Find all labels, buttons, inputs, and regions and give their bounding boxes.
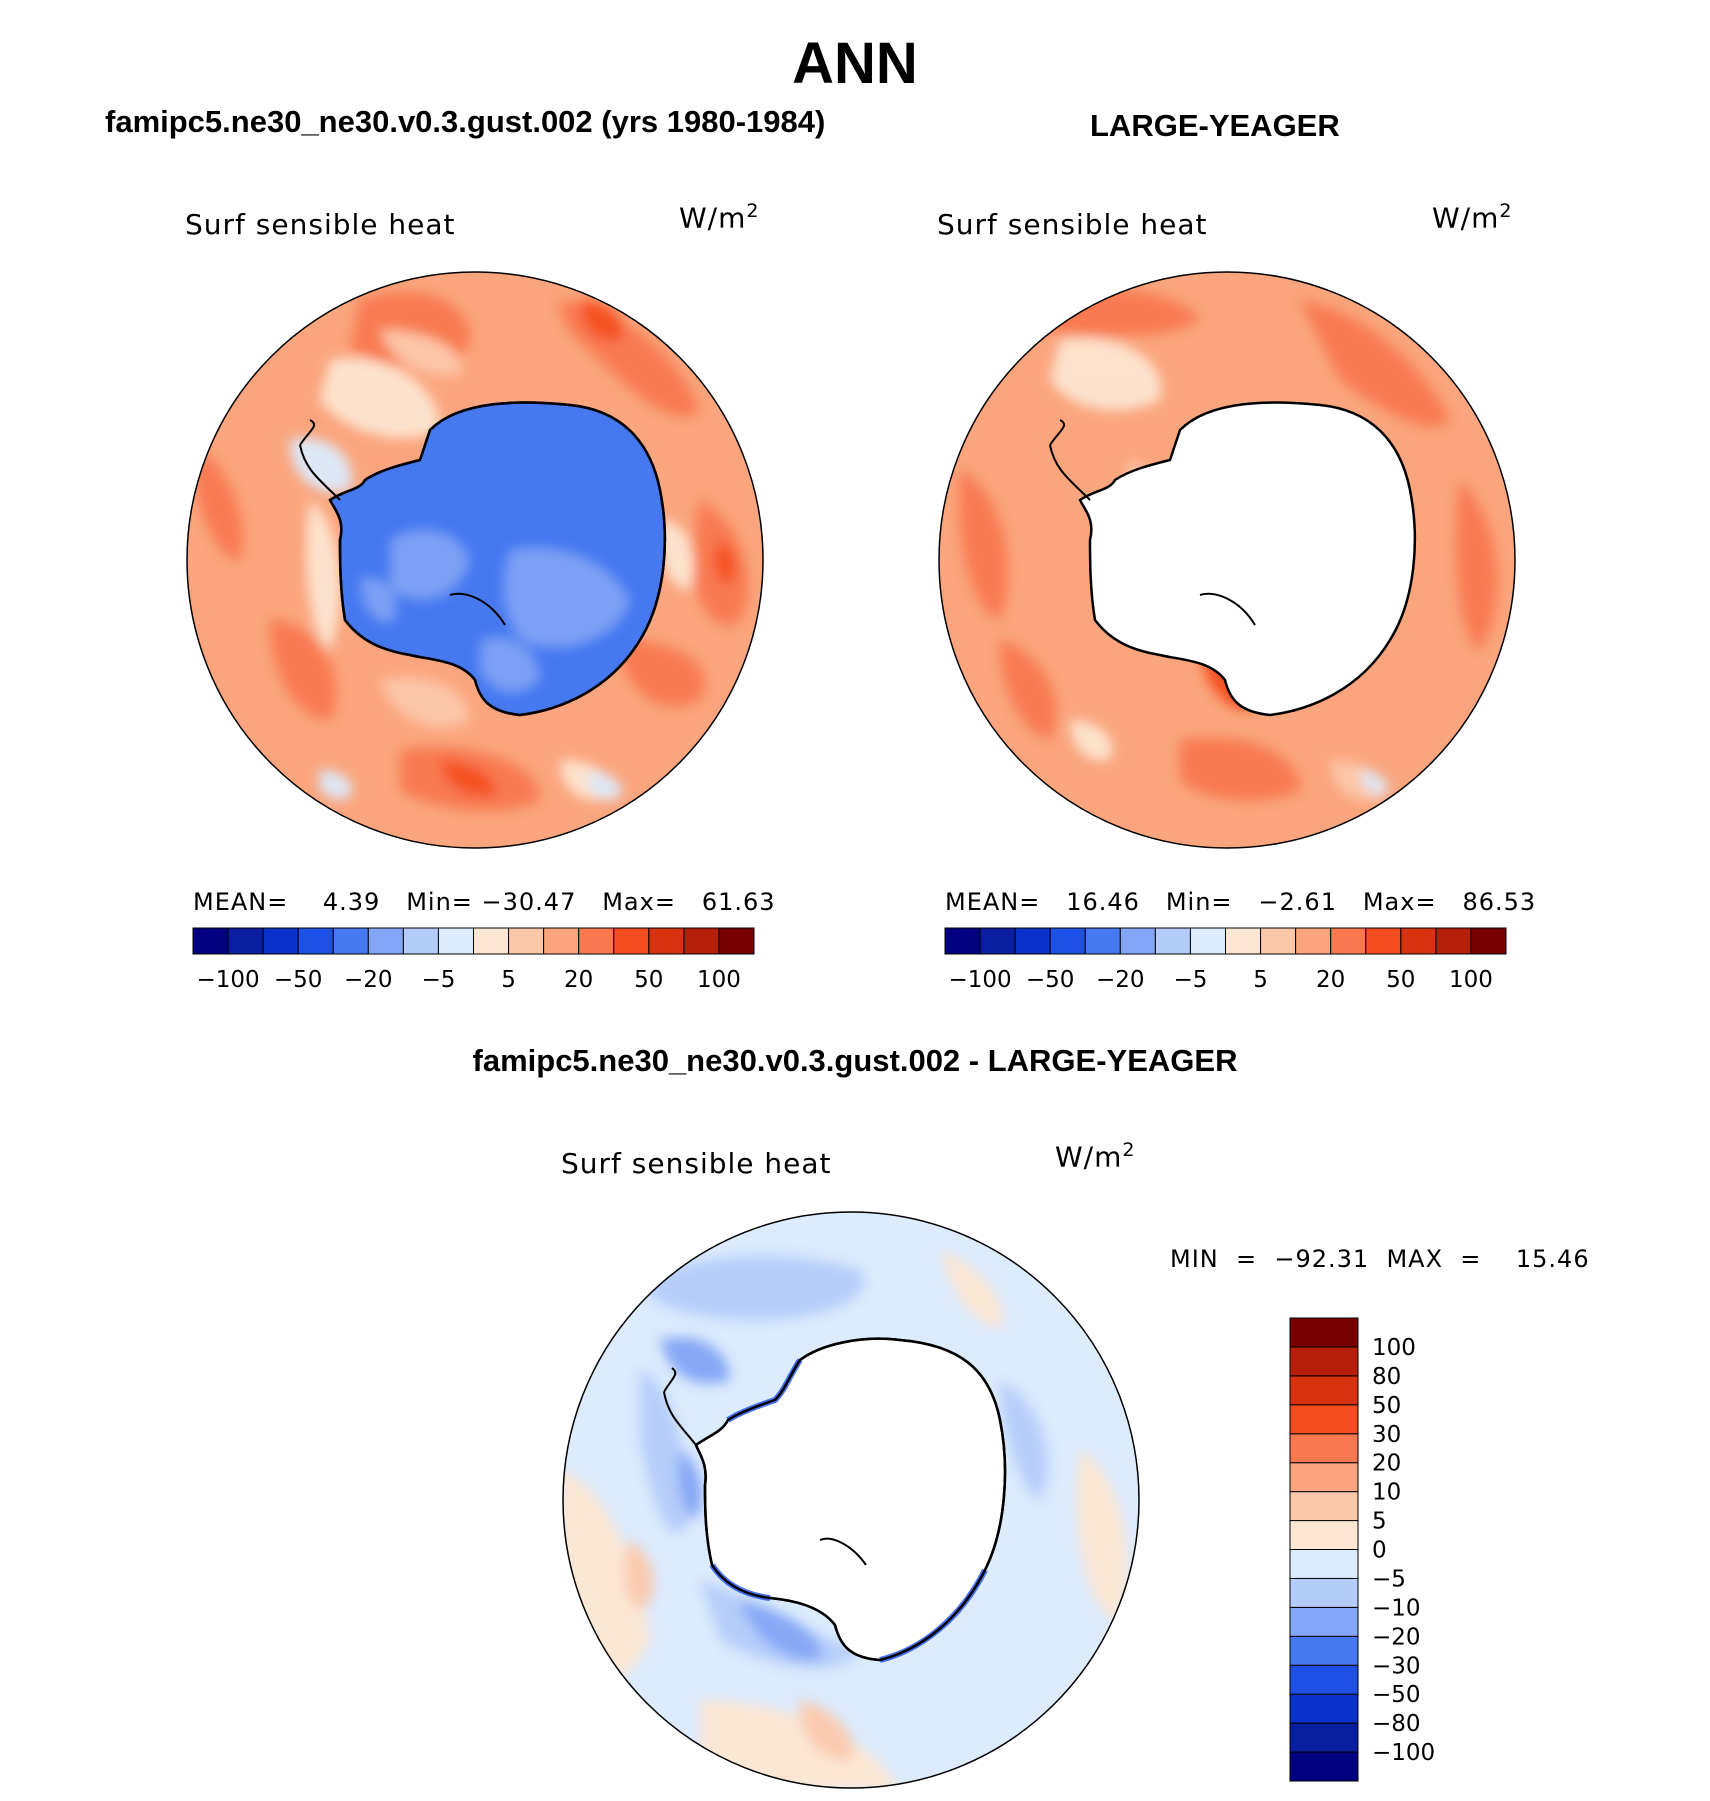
difference-variable-label: Surf sensible heat: [561, 1147, 832, 1180]
right-colorbar-swatch: [1189, 927, 1226, 955]
right-colorbar-swatch: [1260, 927, 1297, 955]
right-colorbar-tick-label: 5: [1253, 967, 1268, 993]
right-colorbar-tick-label: 100: [1449, 967, 1493, 993]
left-variable-label: Surf sensible heat: [185, 208, 456, 241]
left-colorbar-swatch: [437, 927, 474, 955]
difference-colorbar-tick-label: −100: [1372, 1740, 1435, 1766]
right-polar-map: [938, 271, 1516, 849]
difference-colorbar-tick-label: 50: [1372, 1393, 1401, 1419]
left-colorbar-swatch: [718, 927, 755, 955]
difference-colorbar-tick-label: 5: [1372, 1509, 1387, 1535]
left-units-label: W/m2: [679, 200, 760, 235]
right-colorbar-swatch: [1470, 927, 1507, 955]
difference-colorbar-swatch: [1289, 1751, 1359, 1782]
difference-colorbar-swatch: [1289, 1462, 1359, 1493]
right-colorbar-swatch: [1330, 927, 1367, 955]
difference-units-label: W/m2: [1055, 1139, 1136, 1174]
difference-colorbar-tick-label: −80: [1372, 1711, 1421, 1737]
left-colorbar-swatch: [613, 927, 650, 955]
right-colorbar-swatch: [1154, 927, 1191, 955]
right-panel-title: LARGE-YEAGER: [1090, 108, 1340, 143]
left-colorbar-tick-label: −20: [344, 967, 393, 993]
right-colorbar-swatch: [979, 927, 1016, 955]
difference-colorbar-swatch: [1289, 1577, 1359, 1608]
right-colorbar-swatch: [1049, 927, 1086, 955]
left-colorbar-swatch: [262, 927, 299, 955]
left-colorbar-swatch: [473, 927, 510, 955]
left-colorbar-swatch: [508, 927, 545, 955]
difference-colorbar-swatch: [1289, 1520, 1359, 1550]
right-colorbar-swatch: [1119, 927, 1156, 955]
difference-colorbar-tick-label: 100: [1372, 1335, 1416, 1361]
right-colorbar-tick-label: −100: [948, 967, 1011, 993]
difference-colorbar-swatch: [1289, 1491, 1359, 1522]
difference-stats-line: MIN = −92.31 MAX = 15.46: [1170, 1245, 1590, 1273]
right-units-label: W/m2: [1432, 200, 1513, 235]
difference-colorbar-swatch: [1289, 1317, 1359, 1348]
difference-colorbar-tick-label: 20: [1372, 1451, 1401, 1477]
left-colorbar-swatch: [227, 927, 264, 955]
difference-colorbar-swatch: [1289, 1722, 1359, 1753]
difference-colorbar-tick-label: −50: [1372, 1682, 1421, 1708]
difference-colorbar-tick-label: 30: [1372, 1422, 1401, 1448]
left-colorbar-tick-label: −100: [196, 967, 259, 993]
right-colorbar-tick-label: −5: [1173, 967, 1207, 993]
difference-colorbar-tick-label: −5: [1372, 1566, 1406, 1592]
difference-colorbar-swatch: [1289, 1346, 1359, 1377]
right-colorbar-tick-label: 20: [1316, 967, 1345, 993]
left-colorbar: −100 −50 −20 −5 5 20 50 100: [192, 927, 755, 993]
main-title: ANN: [792, 31, 918, 96]
left-colorbar-swatch: [332, 927, 369, 955]
left-polar-map: [186, 271, 764, 849]
left-colorbar-tick-label: 100: [697, 967, 741, 993]
right-colorbar-swatch: [944, 927, 981, 955]
right-colorbar-swatch: [1295, 927, 1332, 955]
left-colorbar-swatch: [402, 927, 439, 955]
right-colorbar-tick-label: 50: [1386, 967, 1415, 993]
difference-colorbar-swatch: [1289, 1606, 1359, 1637]
left-colorbar-tick-label: −5: [421, 967, 455, 993]
left-stats-line: MEAN= 4.39 Min= −30.47 Max= 61.63: [193, 888, 776, 916]
left-colorbar-tick-label: 20: [564, 967, 593, 993]
difference-colorbar-swatch: [1289, 1433, 1359, 1464]
left-colorbar-tick-label: 50: [634, 967, 663, 993]
left-colorbar-swatch: [578, 927, 615, 955]
left-panel-title: famipc5.ne30_ne30.v0.3.gust.002 (yrs 198…: [105, 104, 826, 139]
difference-colorbar-swatch: [1289, 1549, 1359, 1579]
right-stats-line: MEAN= 16.46 Min= −2.61 Max= 86.53: [945, 888, 1537, 916]
right-colorbar-tick-label: −50: [1026, 967, 1075, 993]
left-colorbar-tick-label: 5: [501, 967, 516, 993]
difference-colorbar-tick-label: 10: [1372, 1480, 1401, 1506]
left-colorbar-swatch: [297, 927, 334, 955]
left-colorbar-swatch: [367, 927, 404, 955]
difference-colorbar-tick-label: −20: [1372, 1624, 1421, 1650]
right-colorbar-swatch: [1225, 927, 1262, 955]
difference-colorbar-tick-label: 0: [1372, 1538, 1387, 1564]
left-colorbar-swatch: [648, 927, 685, 955]
difference-colorbar-tick-label: −30: [1372, 1653, 1421, 1679]
difference-colorbar-tick-label: 80: [1372, 1364, 1401, 1390]
difference-colorbar-swatch: [1289, 1664, 1359, 1695]
difference-polar-map: [562, 1211, 1140, 1789]
difference-panel-title: famipc5.ne30_ne30.v0.3.gust.002 - LARGE-…: [472, 1043, 1238, 1078]
right-colorbar-swatch: [1435, 927, 1472, 955]
difference-colorbar-swatch: [1289, 1693, 1359, 1724]
right-colorbar-swatch: [1084, 927, 1121, 955]
right-colorbar-tick-label: −20: [1096, 967, 1145, 993]
left-colorbar-swatch: [683, 927, 720, 955]
right-colorbar: −100 −50 −20 −5 5 20 50 100: [944, 927, 1507, 993]
difference-colorbar-tick-label: −10: [1372, 1595, 1421, 1621]
right-variable-label: Surf sensible heat: [937, 208, 1208, 241]
right-colorbar-swatch: [1365, 927, 1402, 955]
difference-colorbar-swatch: [1289, 1404, 1359, 1435]
left-colorbar-swatch: [543, 927, 580, 955]
right-colorbar-swatch: [1400, 927, 1437, 955]
left-colorbar-swatch: [192, 927, 229, 955]
right-colorbar-swatch: [1014, 927, 1051, 955]
left-colorbar-tick-label: −50: [274, 967, 323, 993]
difference-colorbar-swatch: [1289, 1635, 1359, 1666]
difference-colorbar-swatch: [1289, 1375, 1359, 1406]
